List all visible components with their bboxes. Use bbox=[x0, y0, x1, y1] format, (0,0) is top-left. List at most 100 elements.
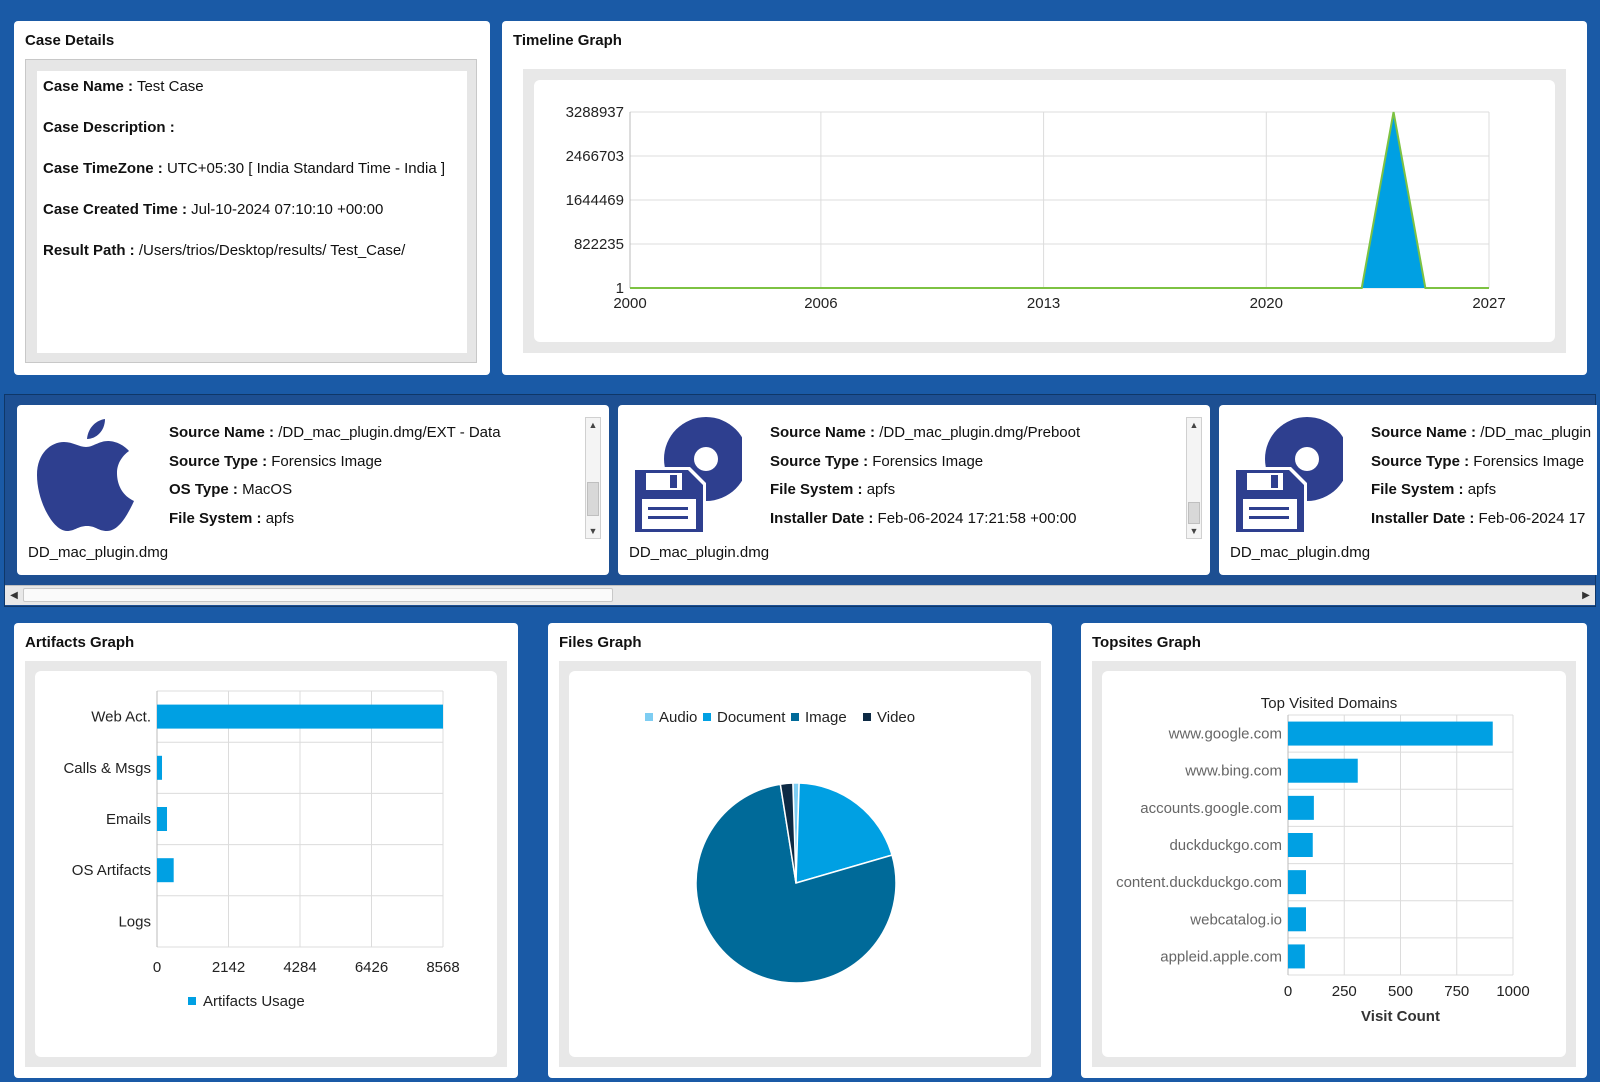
pie-slice-document bbox=[795, 782, 893, 885]
files-chart: Audio Document Image Video bbox=[645, 709, 915, 984]
files-panel: Files Graph Audio Document Image Video bbox=[548, 623, 1052, 1078]
source-scrollbar[interactable]: ▲ ▼ bbox=[1186, 417, 1202, 539]
field-value: Forensics Image bbox=[271, 452, 383, 470]
legend-label: Audio bbox=[659, 709, 697, 726]
x-tick-label: 2027 bbox=[1472, 295, 1505, 312]
field-value: /DD_mac_plugin bbox=[1480, 424, 1592, 441]
case-timezone-value: UTC+05:30 [ India Standard Time - India … bbox=[166, 160, 446, 177]
disk-image-icon bbox=[632, 417, 742, 535]
source-caption: DD_mac_plugin.dmg bbox=[629, 544, 770, 561]
result-path-label: Result Path : bbox=[43, 242, 135, 259]
legend-label: Document bbox=[717, 709, 786, 726]
source-info: Source Name : /DD_mac_plugin.dmg/Preboot… bbox=[770, 419, 1080, 533]
source-card[interactable]: Source Name : /DD_mac_plugin Source Type… bbox=[1219, 405, 1597, 575]
case-timezone-row: Case TimeZone : UTC+05:30 [ India Standa… bbox=[43, 159, 461, 179]
domain-label: www.google.com bbox=[1168, 726, 1282, 743]
legend-label: Artifacts Usage bbox=[203, 993, 305, 1010]
field-value: Feb-06-2024 17:21:58 +00:00 bbox=[877, 509, 1077, 527]
field-label: Source Name : bbox=[1371, 424, 1477, 441]
files-title: Files Graph bbox=[559, 634, 642, 651]
field-value: Feb-06-2024 17 bbox=[1478, 509, 1586, 527]
domain-bar bbox=[1288, 870, 1306, 895]
timeline-chart-area: 2000 2006 2013 2020 2027 1 822235 1644469 246670… bbox=[534, 80, 1555, 342]
x-tick-label: 500 bbox=[1388, 983, 1413, 1000]
x-tick-label: 6426 bbox=[355, 959, 388, 976]
field-value: Forensics Image bbox=[1473, 452, 1585, 470]
category-label: Calls & Msgs bbox=[63, 760, 151, 777]
scroll-thumb[interactable] bbox=[587, 482, 599, 516]
source-field: Source Type : Forensics Image bbox=[169, 448, 501, 477]
case-details-content: Case Name : Test Case Case Description :… bbox=[37, 71, 467, 353]
x-tick-label: 1000 bbox=[1496, 983, 1529, 1000]
field-value: apfs bbox=[1467, 481, 1497, 498]
x-tick-label: 0 bbox=[153, 959, 161, 976]
scroll-up-arrow-icon[interactable]: ▲ bbox=[588, 420, 598, 430]
source-scrollbar[interactable]: ▲ ▼ bbox=[585, 417, 601, 539]
scroll-right-arrow-icon[interactable]: ▶ bbox=[1582, 590, 1590, 601]
case-created-label: Case Created Time : bbox=[43, 201, 187, 218]
artifact-bar bbox=[157, 704, 443, 729]
field-label: File System : bbox=[169, 509, 262, 527]
case-description-label: Case Description : bbox=[43, 119, 175, 136]
source-field: File System : apfs bbox=[770, 476, 1080, 505]
horizontal-scroll-thumb[interactable] bbox=[23, 588, 613, 602]
field-value: apfs bbox=[866, 481, 896, 498]
case-name-value: Test Case bbox=[136, 78, 204, 95]
scroll-thumb[interactable] bbox=[1188, 502, 1200, 524]
topsites-frame: Top Visited Domains 0 250 500 750 1000 www.goo… bbox=[1092, 661, 1576, 1067]
field-value: Forensics Image bbox=[872, 452, 984, 470]
legend-swatch bbox=[863, 713, 871, 721]
source-caption: DD_mac_plugin.dmg bbox=[28, 544, 169, 561]
source-field: Installer Date : Feb-06-2024 17 bbox=[1371, 505, 1591, 534]
source-card[interactable]: Source Name : /DD_mac_plugin.dmg/EXT - D… bbox=[17, 405, 609, 575]
result-path-value: /Users/trios/Desktop/results/ Test_Case/ bbox=[138, 242, 406, 259]
x-tick-label: 2013 bbox=[1027, 295, 1060, 312]
case-created-value: Jul-10-2024 07:10:10 +00:00 bbox=[191, 201, 384, 218]
timeline-panel: Timeline Graph 2000 2006 2013 2020 2027 1 8222… bbox=[502, 21, 1587, 375]
artifacts-chart-area: 0 2142 4284 6426 8568 Web Act. Calls & Msgs Ema… bbox=[35, 671, 497, 1057]
source-field: Installer Date : Feb-06-2024 17:21:58 +0… bbox=[770, 505, 1080, 534]
artifact-bar bbox=[157, 858, 174, 883]
topsites-title: Topsites Graph bbox=[1092, 634, 1201, 651]
files-frame: Audio Document Image Video bbox=[559, 661, 1041, 1067]
y-tick-label: 822235 bbox=[574, 236, 624, 253]
sources-horizontal-scrollbar[interactable]: ◀ ▶ bbox=[5, 585, 1595, 605]
y-tick-label: 1 bbox=[616, 280, 624, 297]
field-label: Installer Date : bbox=[1371, 509, 1475, 527]
field-value: apfs bbox=[265, 509, 295, 527]
scroll-up-arrow-icon[interactable]: ▲ bbox=[1189, 420, 1199, 430]
x-tick-label: 0 bbox=[1284, 983, 1292, 1000]
x-axis-label: Visit Count bbox=[1361, 1008, 1440, 1025]
y-tick-label: 2466703 bbox=[566, 148, 624, 165]
scroll-down-arrow-icon[interactable]: ▼ bbox=[1189, 526, 1199, 536]
artifacts-chart: 0 2142 4284 6426 8568 Web Act. Calls & Msgs Ema… bbox=[63, 690, 460, 1010]
timeline-line bbox=[630, 111, 1489, 289]
legend-swatch bbox=[703, 713, 711, 721]
topsites-panel: Topsites Graph Top Visited Domains 0 250 50… bbox=[1081, 623, 1587, 1078]
source-field: Source Name : /DD_mac_plugin bbox=[1371, 419, 1591, 448]
source-info: Source Name : /DD_mac_plugin Source Type… bbox=[1371, 419, 1591, 533]
source-field: Source Type : Forensics Image bbox=[770, 448, 1080, 477]
category-label: Logs bbox=[118, 913, 151, 930]
pie-slice-image bbox=[695, 783, 897, 984]
legend-swatch bbox=[188, 997, 196, 1005]
x-tick-label: 750 bbox=[1444, 983, 1469, 1000]
x-tick-label: 2006 bbox=[804, 295, 837, 312]
case-details-title: Case Details bbox=[25, 32, 115, 49]
category-label: OS Artifacts bbox=[72, 862, 151, 879]
field-value: /DD_mac_plugin.dmg/Preboot bbox=[879, 424, 1081, 441]
scroll-down-arrow-icon[interactable]: ▼ bbox=[588, 526, 598, 536]
y-tick-label: 1644469 bbox=[566, 192, 624, 209]
x-tick-label: 2142 bbox=[212, 959, 245, 976]
category-label: Emails bbox=[106, 811, 151, 828]
timeline-chart: 2000 2006 2013 2020 2027 1 822235 1644469 246670… bbox=[566, 104, 1506, 312]
field-label: Source Name : bbox=[169, 424, 275, 441]
domain-label: www.bing.com bbox=[1184, 763, 1282, 780]
source-field: OS Type : MacOS bbox=[169, 476, 501, 505]
scroll-left-arrow-icon[interactable]: ◀ bbox=[10, 590, 18, 601]
source-card[interactable]: Source Name : /DD_mac_plugin.dmg/Preboot… bbox=[618, 405, 1210, 575]
domain-bar bbox=[1288, 758, 1358, 783]
disk-image-icon bbox=[1233, 417, 1343, 535]
sources-strip: Source Name : /DD_mac_plugin.dmg/EXT - D… bbox=[4, 394, 1597, 607]
source-caption: DD_mac_plugin.dmg bbox=[1230, 544, 1371, 561]
